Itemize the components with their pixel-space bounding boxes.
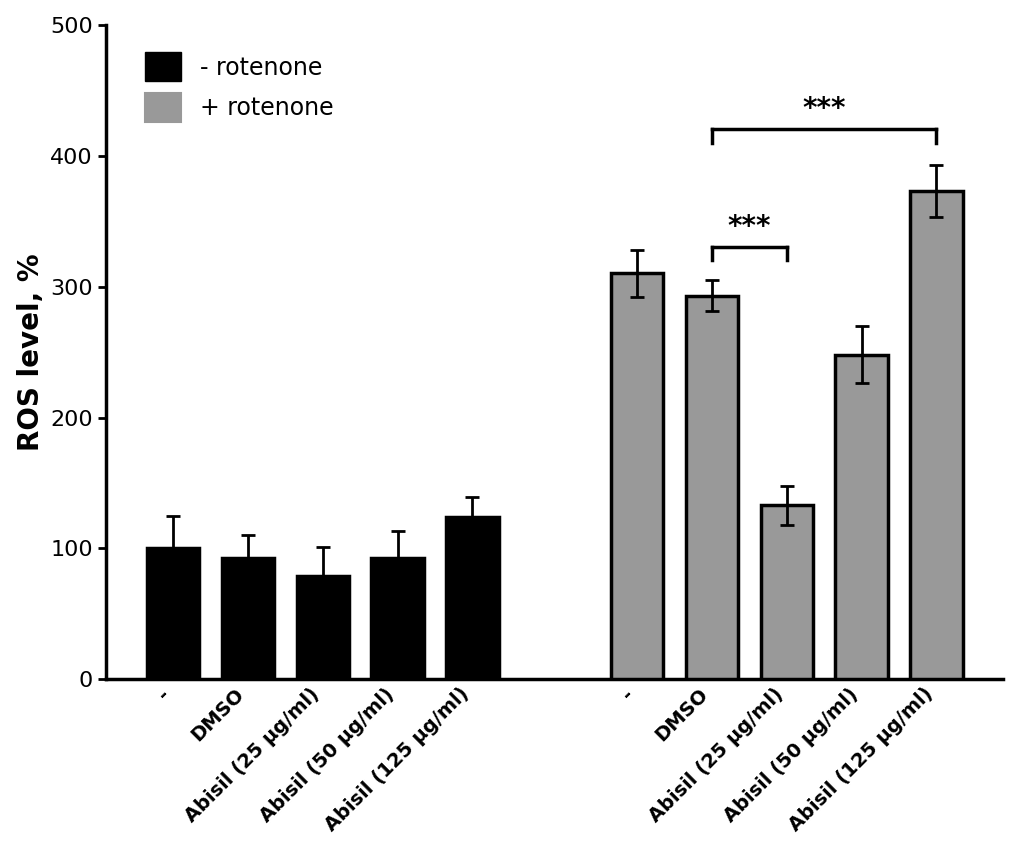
Bar bbox=[835, 354, 887, 679]
Bar bbox=[147, 549, 199, 679]
Legend: - rotenone, + rotenone: - rotenone, + rotenone bbox=[136, 43, 342, 131]
Text: ***: *** bbox=[802, 95, 845, 123]
Bar bbox=[610, 273, 662, 679]
Bar bbox=[909, 191, 962, 679]
Bar bbox=[297, 576, 348, 679]
Bar bbox=[760, 505, 812, 679]
Bar bbox=[685, 296, 738, 679]
Bar bbox=[371, 557, 423, 679]
Bar bbox=[446, 517, 498, 679]
Y-axis label: ROS level, %: ROS level, % bbox=[16, 253, 45, 451]
Bar bbox=[221, 557, 274, 679]
Text: ***: *** bbox=[727, 213, 770, 241]
